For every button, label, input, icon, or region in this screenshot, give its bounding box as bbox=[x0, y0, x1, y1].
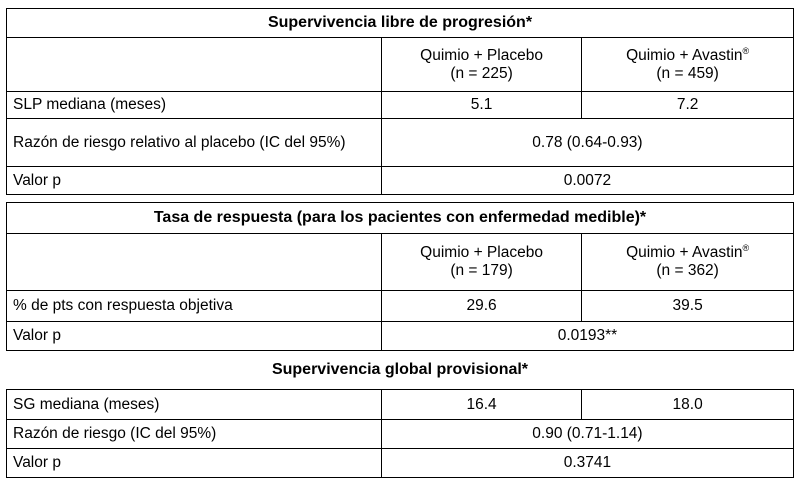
rr-header-empty bbox=[6, 233, 382, 291]
rr-col-placebo-label: Quimio + Placebo bbox=[420, 244, 543, 261]
rr-col-avastin-label: Quimio + Avastin bbox=[626, 244, 743, 261]
rr-col-avastin-header: Quimio + Avastin® (n = 362) bbox=[581, 233, 794, 291]
pfs-row-placebo-value: 5.1 bbox=[380, 91, 583, 119]
pfs-col-placebo-n: (n = 225) bbox=[450, 64, 513, 82]
registered-mark: ® bbox=[742, 242, 750, 253]
os-row-label: Valor p bbox=[6, 448, 382, 478]
pfs-table: Supervivencia libre de progresión* Quimi… bbox=[6, 8, 795, 195]
rr-row-merged-value: 0.0193** bbox=[380, 321, 795, 351]
pfs-row-label: Valor p bbox=[6, 166, 382, 195]
registered-mark: ® bbox=[742, 45, 750, 56]
pfs-col-avastin-n: (n = 459) bbox=[656, 64, 719, 82]
os-row-avastin-value: 18.0 bbox=[581, 389, 794, 420]
rr-title: Tasa de respuesta (para los pacientes co… bbox=[6, 202, 794, 234]
rr-col-placebo-header: Quimio + Placebo (n = 179) bbox=[380, 233, 583, 291]
pfs-col-avastin-header: Quimio + Avastin® (n = 459) bbox=[581, 37, 794, 92]
pfs-header-empty bbox=[6, 37, 382, 92]
rr-row-label: % de pts con respuesta objetiva bbox=[6, 290, 382, 322]
pfs-row-merged-value: 0.78 (0.64-0.93) bbox=[380, 118, 795, 167]
pfs-row-merged-value: 0.0072 bbox=[380, 166, 795, 195]
rr-table: Tasa de respuesta (para los pacientes co… bbox=[6, 202, 795, 351]
pfs-title: Supervivencia libre de progresión* bbox=[6, 8, 794, 38]
rr-row-placebo-value: 29.6 bbox=[380, 290, 583, 322]
os-row-merged-value: 0.90 (0.71-1.14) bbox=[380, 419, 795, 449]
pfs-row-label: Razón de riesgo relativo al placebo (IC … bbox=[6, 118, 382, 167]
rr-row-label: Valor p bbox=[6, 321, 382, 351]
os-row-label: SG mediana (meses) bbox=[6, 389, 382, 420]
pfs-row-label: SLP mediana (meses) bbox=[6, 91, 382, 119]
os-row-merged-value: 0.3741 bbox=[380, 448, 795, 478]
pfs-col-avastin-label: Quimio + Avastin bbox=[626, 46, 743, 64]
os-row-label: Razón de riesgo (IC del 95%) bbox=[6, 419, 382, 449]
rr-row-avastin-value: 39.5 bbox=[581, 290, 794, 322]
pfs-row-avastin-value: 7.2 bbox=[581, 91, 794, 119]
pfs-col-placebo-label: Quimio + Placebo bbox=[420, 46, 543, 64]
rr-col-avastin-n: (n = 362) bbox=[656, 262, 719, 279]
pfs-col-placebo-header: Quimio + Placebo (n = 225) bbox=[380, 37, 583, 92]
rr-col-placebo-n: (n = 179) bbox=[450, 262, 513, 279]
os-table: SG mediana (meses) 16.4 18.0 Razón de ri… bbox=[6, 389, 795, 478]
os-row-placebo-value: 16.4 bbox=[380, 389, 583, 420]
os-title: Supervivencia global provisional* bbox=[271, 361, 529, 378]
